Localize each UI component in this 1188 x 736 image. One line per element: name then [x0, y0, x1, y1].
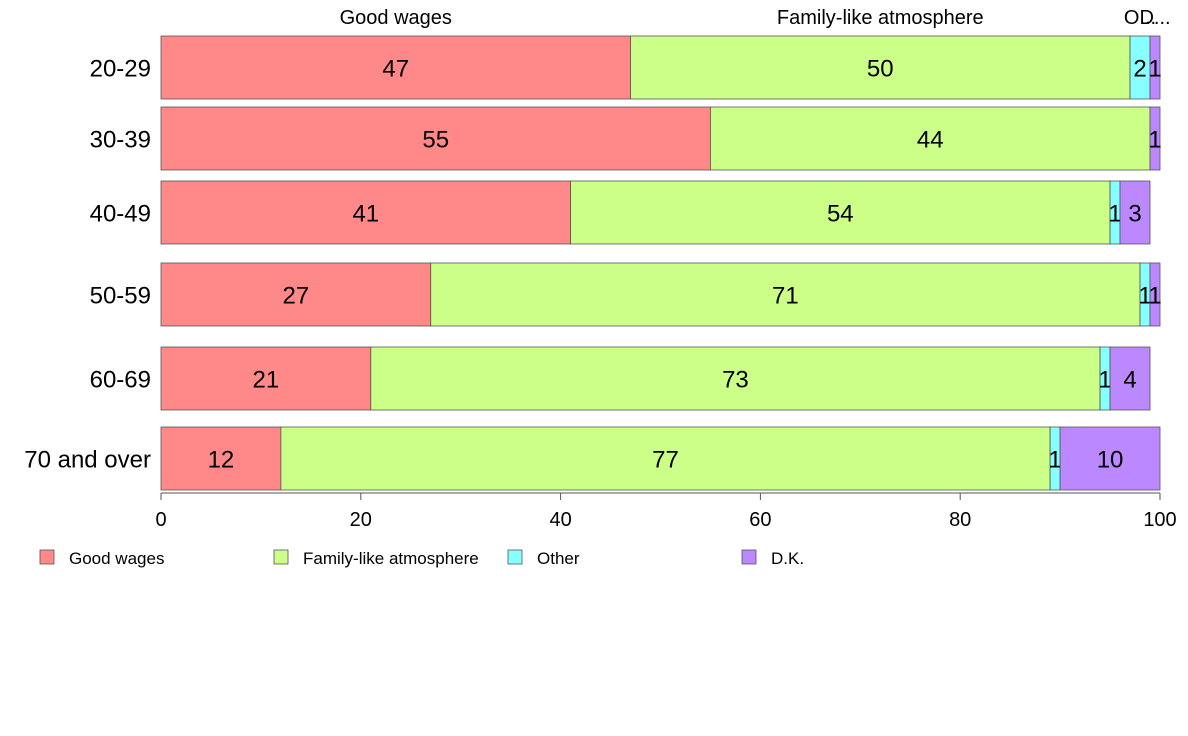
data-label: 55 — [422, 127, 449, 154]
data-label: 77 — [652, 447, 679, 474]
data-label: 1 — [1108, 201, 1121, 228]
category-label: 70 and over — [24, 447, 151, 474]
bar-segment — [160, 346, 372, 411]
data-label: 1 — [1098, 367, 1111, 394]
data-label: 21 — [253, 367, 280, 394]
data-label: 1 — [1138, 283, 1151, 310]
top-label-3: D... — [1139, 7, 1170, 29]
x-tick-label: 20 — [350, 509, 372, 531]
x-tick-label: 40 — [549, 509, 571, 531]
legend-label: Other — [537, 549, 580, 568]
bar-segment — [570, 180, 1111, 245]
top-label-0: Good wages — [340, 7, 452, 29]
data-label: 10 — [1097, 447, 1124, 474]
data-label: 44 — [917, 127, 944, 154]
x-axis: 0 20 40 60 80 100 — [155, 492, 1177, 531]
data-label: 12 — [208, 447, 235, 474]
legend-label: Good wages — [69, 549, 164, 568]
data-label: 41 — [352, 201, 379, 228]
bar-segment — [160, 106, 711, 171]
bar-segment — [160, 426, 282, 491]
data-label: 73 — [722, 367, 749, 394]
data-label: 2 — [1133, 56, 1146, 83]
bar-segment — [1059, 426, 1161, 491]
data-label: 47 — [382, 56, 409, 83]
data-label: 54 — [827, 201, 854, 228]
category-label: 30-39 — [90, 127, 151, 154]
bar-segment — [1149, 35, 1161, 100]
legend-swatch — [507, 549, 523, 565]
bar-segment — [280, 426, 1051, 491]
bar-segment — [1149, 106, 1161, 171]
category-labels: 20-29 30-39 40-49 50-59 60-69 70 and over — [24, 56, 151, 474]
legend-swatch — [741, 549, 757, 565]
x-tick-label: 80 — [949, 509, 971, 531]
category-label: 50-59 — [90, 283, 151, 310]
x-tick-label: 60 — [749, 509, 771, 531]
bar-segment — [370, 346, 1101, 411]
category-label: 40-49 — [90, 201, 151, 228]
legend-swatch — [273, 549, 289, 565]
category-label: 20-29 — [90, 56, 151, 83]
data-label: 4 — [1123, 367, 1136, 394]
data-label: 50 — [867, 56, 894, 83]
x-tick-label: 0 — [155, 509, 166, 531]
bar-segment — [1119, 180, 1151, 245]
x-tick-label: 100 — [1143, 509, 1176, 531]
bar-segment — [430, 262, 1141, 327]
bar-segment — [160, 262, 432, 327]
data-label: 1 — [1148, 56, 1161, 83]
data-label: 1 — [1148, 283, 1161, 310]
data-label: 3 — [1128, 201, 1141, 228]
top-series-labels: Good wages Family-like atmosphere O...D... — [340, 7, 1171, 29]
category-label: 60-69 — [90, 367, 151, 394]
legend-label: Family-like atmosphere — [303, 549, 479, 568]
data-label: 27 — [283, 283, 310, 310]
bar-segment — [630, 35, 1131, 100]
top-label-1: Family-like atmosphere — [777, 7, 984, 29]
data-label: 1 — [1048, 447, 1061, 474]
top-label-2: O... — [1124, 7, 1156, 29]
data-label: 1 — [1148, 127, 1161, 154]
data-label: 71 — [772, 283, 799, 310]
bar-segment — [1149, 262, 1161, 327]
legend-label: D.K. — [771, 549, 804, 568]
legend: Good wages Family-like atmosphere Other D.K… — [39, 549, 804, 568]
legend-swatch — [39, 549, 55, 565]
bar-segment — [1109, 346, 1151, 411]
